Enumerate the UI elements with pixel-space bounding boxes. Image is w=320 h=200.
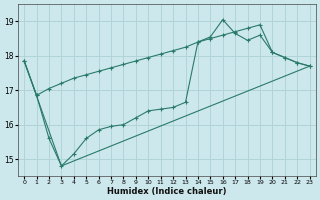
X-axis label: Humidex (Indice chaleur): Humidex (Indice chaleur) (107, 187, 227, 196)
